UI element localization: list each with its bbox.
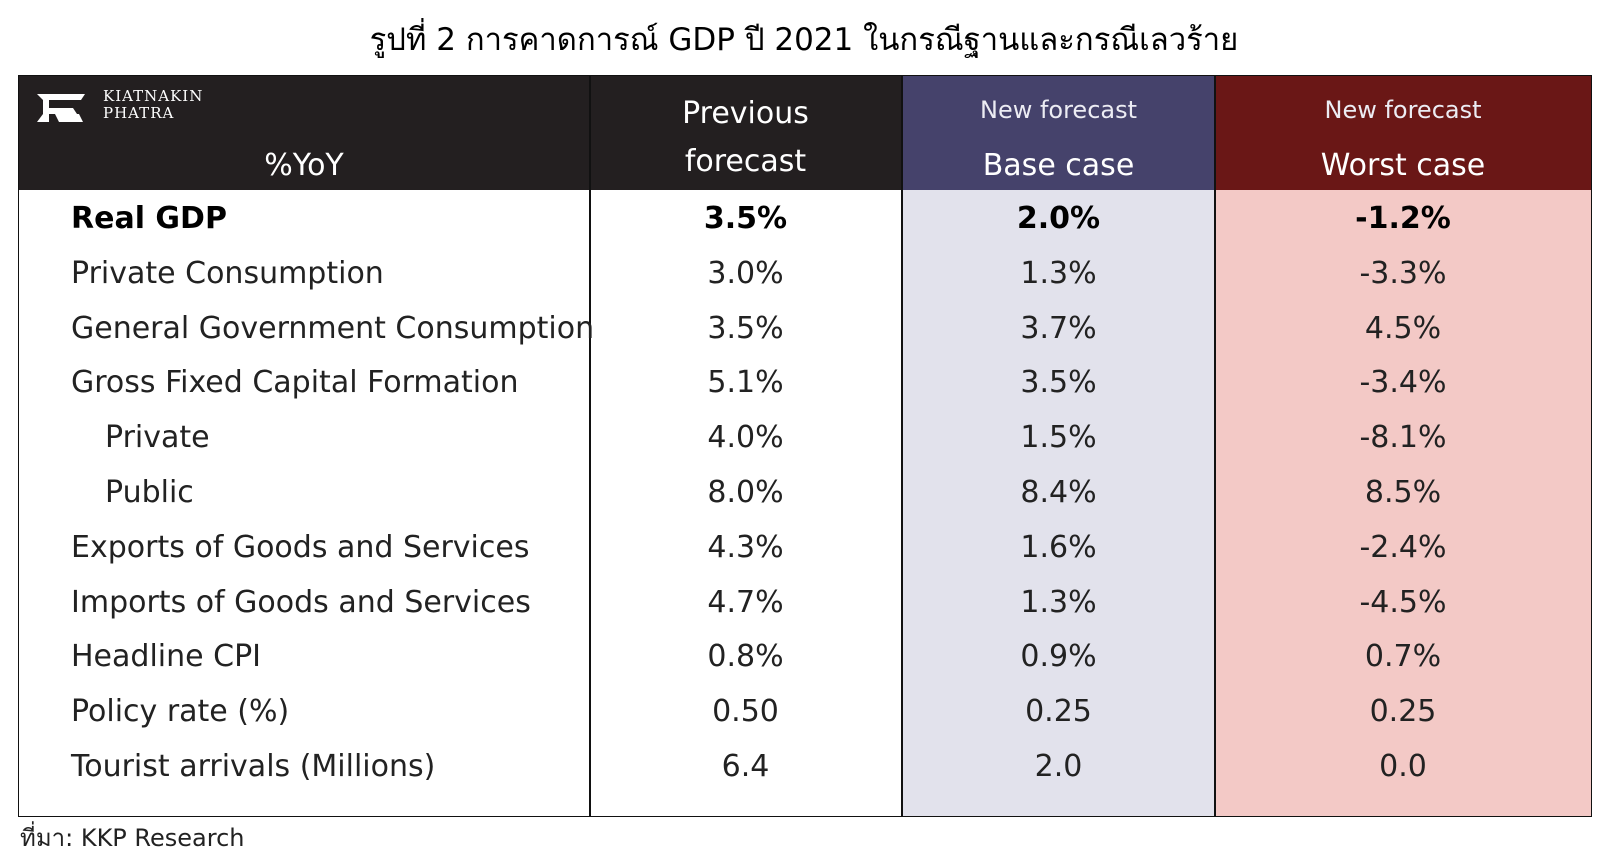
- row-label: Headline CPI: [71, 639, 262, 675]
- worst-case-value: 0.0: [1379, 749, 1427, 784]
- worst-case-value: -8.1%: [1359, 420, 1447, 456]
- previous-forecast-value: 3.5%: [707, 310, 784, 346]
- worst-case-value: -2.4%: [1359, 529, 1447, 565]
- base-case-value: 1.3%: [1020, 584, 1097, 620]
- base-case-value: 0.25: [1025, 694, 1092, 730]
- worst-case-value: 8.5%: [1364, 475, 1442, 510]
- worst-case-value: 0.7%: [1364, 639, 1442, 675]
- base-case-column: [902, 190, 1215, 816]
- worst-case-value: 0.25: [1369, 694, 1437, 730]
- table-row: Exports of Goods and Services 4.3% 1.6% -2.…: [19, 519, 1591, 576]
- base-case-value: 0.9%: [1020, 639, 1097, 675]
- table-row: Public 8.0% 8.4% 8.5%: [19, 464, 1591, 521]
- previous-forecast-value: 3.0%: [707, 255, 784, 291]
- kiatnakin-phatra-logo: KIATNAKIN PHATRA: [33, 88, 233, 132]
- previous-forecast-value: 6.4: [721, 749, 770, 784]
- table-row: Imports of Goods and Services 4.7% 1.3% -4.…: [19, 574, 1591, 631]
- row-label: Private Consumption: [71, 255, 384, 291]
- previous-forecast-header: Previous forecast: [590, 76, 901, 190]
- base-case-value: 1.3%: [1020, 255, 1097, 291]
- table-row: Private Consumption 3.0% 1.3% -3.3%: [19, 245, 1591, 302]
- row-label-header: %YoY: [264, 148, 344, 183]
- previous-forecast-value: 4.7%: [707, 584, 784, 620]
- table-row: Headline CPI 0.8% 0.9% 0.7%: [19, 628, 1591, 685]
- base-header-bottom: Base case: [982, 148, 1135, 183]
- table-row: Gross Fixed Capital Formation 5.1% 3.5% -3.…: [19, 354, 1591, 411]
- worst-case-value: -4.5%: [1359, 584, 1447, 620]
- source-note: ที่มา: KKP Research: [20, 824, 245, 852]
- forecast-table: New forecast Base case New forecast Worst …: [18, 75, 1592, 817]
- base-case-value: 8.4%: [1020, 475, 1097, 510]
- previous-forecast-value: 0.50: [712, 694, 779, 730]
- base-case-value: 2.0: [1034, 749, 1083, 784]
- table-row: Private 4.0% 1.5% -8.1%: [19, 409, 1591, 466]
- column-divider: [589, 76, 591, 816]
- table-row: Real GDP 3.5% 2.0% -1.2%: [19, 190, 1591, 247]
- row-label: Private: [105, 420, 210, 456]
- column-divider: [901, 76, 903, 816]
- row-label: Exports of Goods and Services: [71, 529, 530, 565]
- base-header-top: New forecast: [979, 96, 1138, 124]
- base-case-value: 3.7%: [1020, 310, 1097, 346]
- worst-case-value: 4.5%: [1364, 310, 1442, 346]
- base-case-value: 1.6%: [1020, 529, 1097, 565]
- logo-line2: PHATRA: [103, 104, 175, 122]
- table-header-worst: New forecast Worst case: [1215, 76, 1591, 190]
- previous-forecast-value: 0.8%: [707, 639, 784, 675]
- previous-forecast-value: 8.0%: [707, 475, 784, 510]
- worst-case-value: -3.3%: [1359, 255, 1447, 291]
- row-label: Gross Fixed Capital Formation: [71, 365, 519, 401]
- worst-header-bottom: Worst case: [1320, 148, 1486, 183]
- worst-case-value: -3.4%: [1359, 365, 1447, 401]
- base-case-value: 2.0%: [1016, 201, 1101, 236]
- page-title: รูปที่ 2 การคาดการณ์ GDP ปี 2021 ในกรณีฐ…: [369, 22, 1239, 58]
- row-label: Tourist arrivals (Millions): [71, 749, 436, 784]
- row-label: Policy rate (%): [71, 694, 290, 730]
- table-header-dark: [19, 76, 902, 190]
- logo-text: KIATNAKIN PHATRA: [103, 88, 203, 122]
- worst-header-top: New forecast: [1324, 96, 1482, 124]
- previous-forecast-value: 3.5%: [703, 201, 788, 236]
- worst-case-column: [1215, 190, 1591, 816]
- previous-forecast-value: 4.3%: [707, 529, 784, 565]
- previous-forecast-value: 5.1%: [707, 365, 784, 401]
- row-label: Public: [105, 475, 194, 510]
- table-row: Policy rate (%) 0.50 0.25 0.25: [19, 683, 1591, 740]
- previous-header-line1: Previous: [682, 96, 809, 131]
- previous-forecast-value: 4.0%: [707, 420, 784, 456]
- row-label: General Government Consumption: [71, 310, 595, 346]
- row-label: Real GDP: [71, 201, 227, 236]
- table-row: Tourist arrivals (Millions) 6.4 2.0 0.0: [19, 738, 1591, 795]
- logo-line1: KIATNAKIN: [103, 87, 204, 105]
- base-case-value: 3.5%: [1020, 365, 1097, 401]
- previous-header-line2: forecast: [684, 144, 807, 179]
- row-label: Imports of Goods and Services: [71, 584, 531, 620]
- logo-mark-icon: [37, 94, 85, 122]
- column-divider: [1214, 76, 1216, 816]
- table-row: General Government Consumption 3.5% 3.7% 4.…: [19, 300, 1591, 357]
- table-header-base: New forecast Base case: [902, 76, 1215, 190]
- base-case-value: 1.5%: [1020, 420, 1097, 456]
- worst-case-value: -1.2%: [1355, 201, 1451, 236]
